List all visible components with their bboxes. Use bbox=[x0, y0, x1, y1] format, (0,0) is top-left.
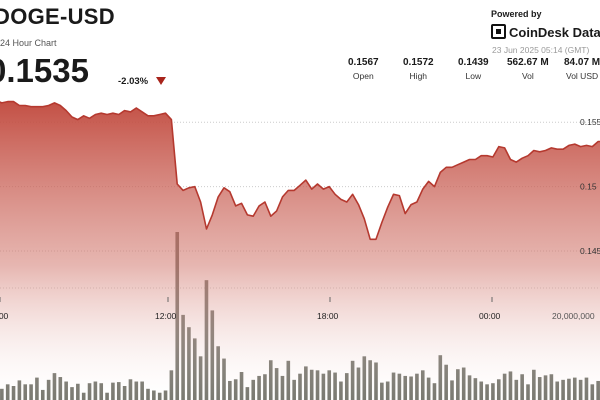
powered-by-label: Powered by bbox=[491, 9, 542, 19]
stat-label: High bbox=[409, 71, 428, 81]
stat-value: 0.1439 bbox=[458, 57, 489, 68]
stat-volume: 562.67 M Vol bbox=[507, 57, 549, 81]
stat-label: Low bbox=[465, 71, 482, 81]
stat-label: Open bbox=[352, 71, 374, 81]
x-axis-ticks: 06:00 12:00 18:00 00:00 bbox=[0, 297, 501, 321]
stat-label: Vol bbox=[521, 71, 534, 81]
stat-low: 0.1439 Low bbox=[458, 57, 489, 81]
stat-label: Vol USD bbox=[566, 71, 599, 81]
x-tick-label: 00:00 bbox=[479, 311, 501, 321]
chart-subtitle: 24 Hour Chart bbox=[0, 38, 57, 48]
y-tick-label: 0.145 bbox=[580, 246, 600, 256]
volume-axis-tick: 20,000,000 bbox=[552, 311, 595, 321]
coindesk-logo-icon bbox=[491, 24, 506, 39]
down-arrow-icon bbox=[156, 77, 166, 85]
y-axis-ticks: 0.155 0.15 0.145 bbox=[580, 117, 600, 256]
x-tick-label: 18:00 bbox=[317, 311, 339, 321]
timestamp: 23 Jun 2025 05:14 (GMT) bbox=[492, 45, 590, 55]
stat-value: 0.1572 bbox=[403, 57, 434, 68]
price-change: -2.03% bbox=[118, 76, 149, 87]
stat-value: 0.1567 bbox=[348, 57, 379, 68]
current-price: 0.1535 bbox=[0, 52, 89, 89]
coindesk-logo[interactable]: CoinDesk Data bbox=[491, 24, 600, 40]
logo-text: CoinDesk Data bbox=[509, 25, 600, 40]
price-line bbox=[0, 100, 600, 241]
x-tick-label: 06:00 bbox=[0, 311, 9, 321]
y-tick-label: 0.15 bbox=[580, 182, 597, 192]
x-tick-label: 12:00 bbox=[155, 311, 177, 321]
stat-value: 562.67 M bbox=[507, 57, 549, 68]
stat-value: 84.07 M bbox=[564, 57, 600, 68]
pair-title: DOGE-USD bbox=[0, 4, 115, 29]
stat-volume-usd: 84.07 M Vol USD bbox=[564, 57, 600, 81]
stat-open: 0.1567 Open bbox=[348, 57, 379, 81]
y-tick-label: 0.155 bbox=[580, 117, 600, 127]
stat-high: 0.1572 High bbox=[403, 57, 434, 81]
price-area bbox=[0, 101, 600, 400]
